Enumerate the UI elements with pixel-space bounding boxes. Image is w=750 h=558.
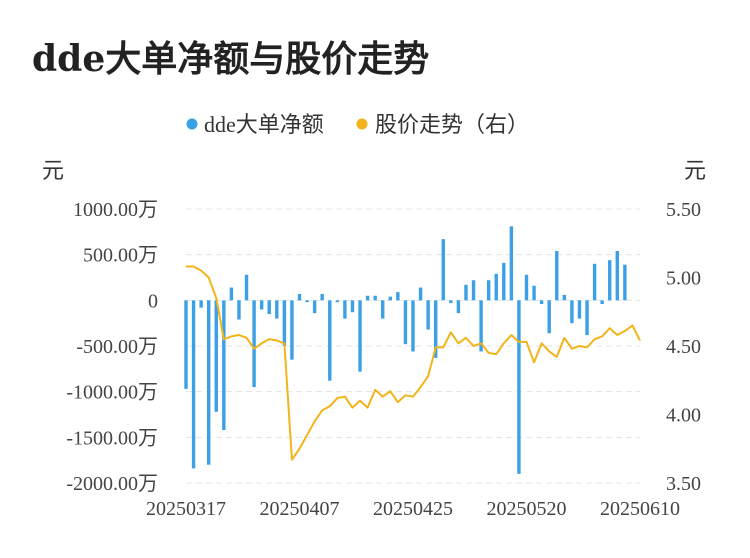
dde-bar (350, 300, 355, 313)
dde-bar (486, 280, 491, 301)
dde-bar (358, 300, 362, 372)
dde-bar (214, 300, 218, 412)
dde-bar (539, 300, 544, 304)
dde-bar (184, 300, 188, 389)
x-tick-label: 20250317 (146, 498, 226, 520)
dde-bar (229, 287, 234, 301)
dde-bar (456, 300, 461, 314)
x-tick-label: 20250520 (487, 498, 567, 520)
dde-bar (502, 262, 506, 301)
x-axis-ticks: 20250317 20250407 20250425 20250520 20250610 (146, 498, 680, 520)
dde-bar (275, 300, 279, 319)
dde-bar (570, 300, 574, 324)
dde-bar (592, 263, 597, 301)
dde-bar (297, 293, 302, 301)
dde-bar (434, 300, 438, 358)
dde-bar (199, 300, 203, 308)
dde-bar (259, 300, 264, 310)
dde-bar (396, 292, 400, 301)
left-axis-unit: 元 (42, 158, 64, 183)
dde-bar (524, 274, 529, 301)
right-tick-label: 3.50 (666, 473, 701, 495)
dde-bar (464, 284, 468, 301)
dde-bar (237, 300, 241, 320)
dde-bar (207, 300, 211, 465)
right-tick-label: 5.50 (666, 199, 701, 221)
x-tick-label: 20250610 (600, 498, 680, 520)
dde-bar (608, 260, 612, 301)
dde-bar (244, 274, 249, 301)
left-tick-label: 1000.00万 (73, 199, 158, 221)
dde-bar (509, 226, 514, 301)
dde-bar (577, 300, 582, 319)
dde-bar (479, 300, 483, 352)
x-tick-label: 20250407 (260, 498, 340, 520)
dde-bar (191, 300, 196, 469)
dde-bar (252, 300, 256, 388)
dde-bar (585, 300, 589, 336)
left-axis-ticks: 1000.00万 500.00万 0 -500.00万 -1000.00万 -1500.0… (66, 199, 158, 495)
legend-label-dde: dde大单净额 (204, 112, 324, 137)
dde-bar (267, 300, 271, 315)
legend-marker-price (356, 118, 368, 130)
right-axis-unit: 元 (684, 158, 706, 183)
right-axis-ticks: 5.50 5.00 4.50 4.00 3.50 (666, 199, 701, 495)
left-tick-label: -1500.00万 (66, 427, 158, 449)
dde-bar (449, 300, 453, 304)
bar-series (184, 226, 627, 474)
dde-bar (290, 300, 294, 360)
left-tick-label: 500.00万 (83, 245, 158, 267)
legend-label-price: 股价走势（右） (375, 112, 529, 137)
dde-bar (343, 300, 347, 319)
dde-bar (328, 300, 332, 381)
right-tick-label: 4.00 (666, 405, 701, 427)
dde-bar (335, 300, 340, 303)
dde-bar (426, 300, 430, 330)
dde-bar (320, 293, 324, 301)
left-tick-label: 0 (148, 290, 158, 312)
dde-bar (411, 300, 415, 352)
dde-bar (532, 285, 536, 301)
line-series (186, 265, 641, 461)
right-tick-label: 5.00 (666, 268, 701, 290)
dde-bar (365, 295, 370, 301)
legend[interactable]: dde大单净额 股价走势（右） (186, 112, 530, 137)
dde-bar (373, 295, 377, 301)
dde-bar (388, 296, 392, 301)
dde-bar (418, 287, 423, 301)
dde-bar (403, 300, 408, 345)
dde-bar (623, 264, 627, 301)
left-tick-label: -1000.00万 (66, 382, 158, 404)
dde-bar (471, 280, 476, 301)
dde-bar (600, 300, 604, 304)
dde-bar (312, 300, 317, 314)
left-tick-label: -2000.00万 (66, 473, 158, 495)
dde-bar (517, 300, 521, 474)
chart-title: dde大单净额与股价走势 (32, 38, 430, 80)
dde-bar (222, 300, 226, 431)
dde-bar (494, 273, 498, 301)
dde-bar (562, 294, 567, 301)
left-tick-label: -500.00万 (76, 336, 158, 358)
x-tick-label: 20250425 (373, 498, 453, 520)
dde-bar (441, 239, 445, 301)
dde-bar (547, 300, 551, 334)
dde-bar (555, 251, 559, 301)
dde-bar (381, 300, 385, 319)
price-line (186, 265, 641, 461)
legend-marker-dde (186, 118, 198, 130)
dde-bar (615, 251, 619, 301)
dde-bar (282, 300, 287, 346)
dde-bar (305, 300, 309, 303)
right-tick-label: 4.50 (666, 336, 701, 358)
